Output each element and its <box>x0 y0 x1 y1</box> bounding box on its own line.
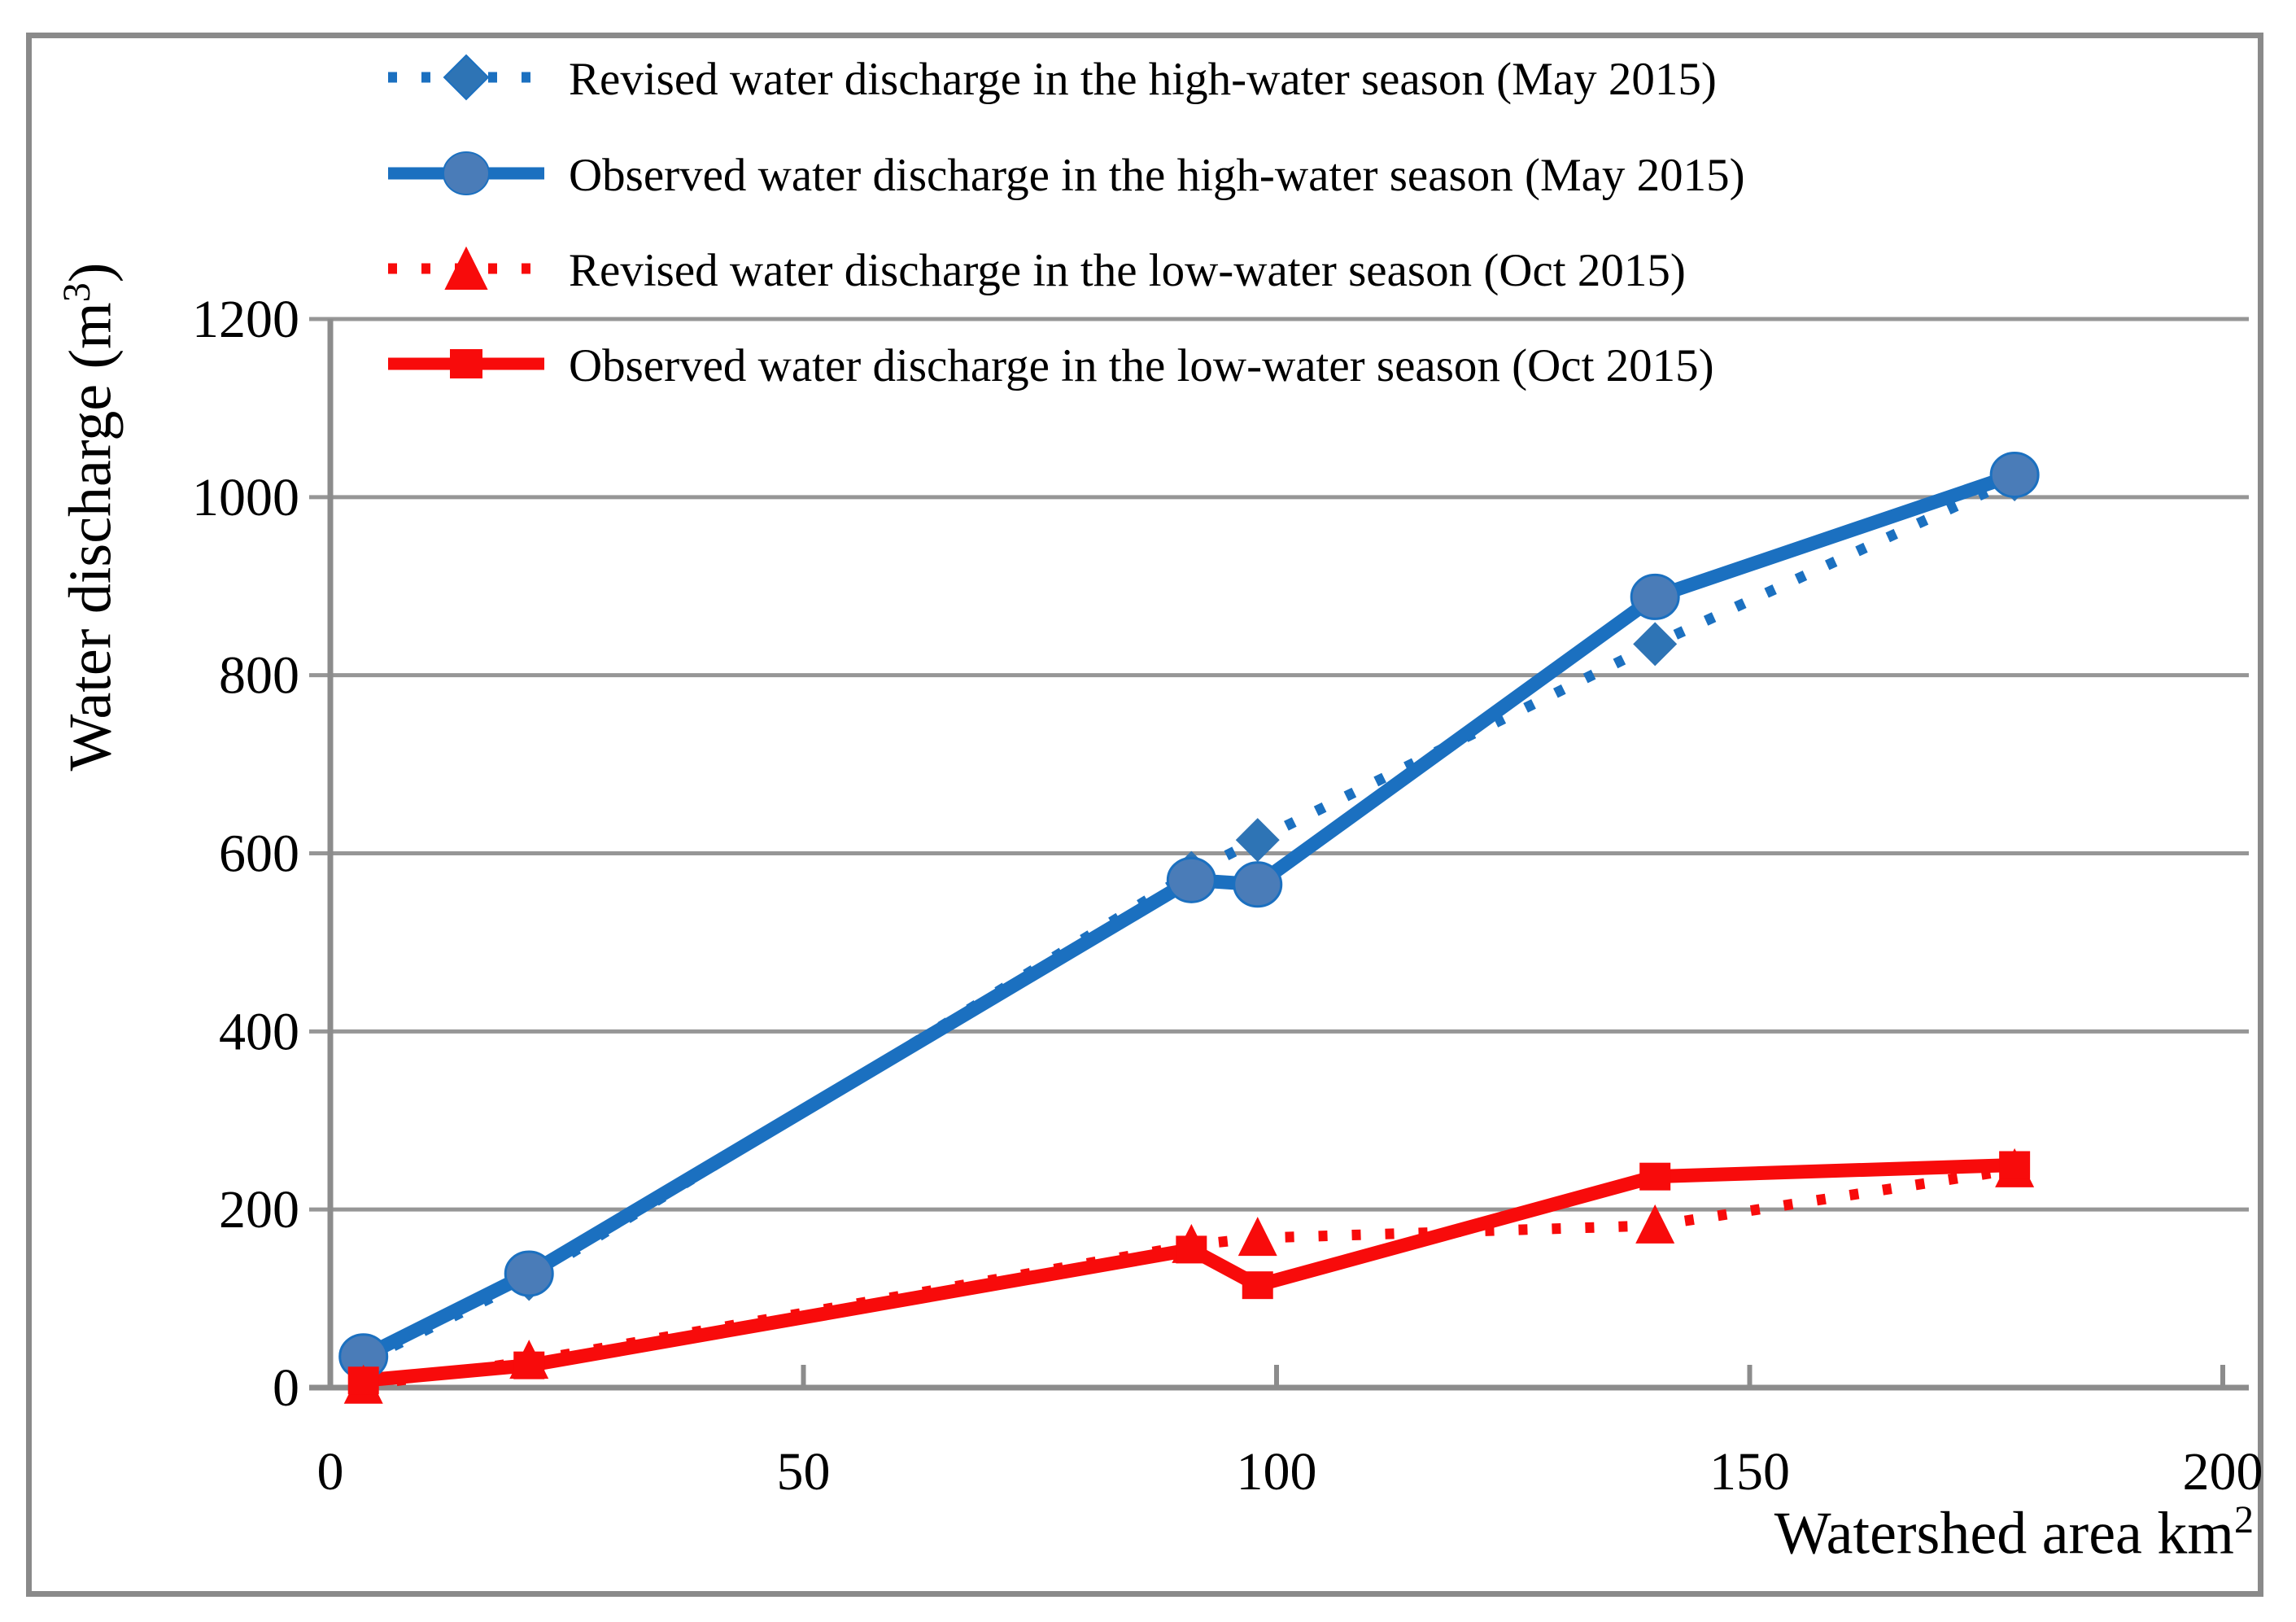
legend-row-revised-high-water: Revised water discharge in the high-wate… <box>385 45 1717 110</box>
data-point-marker-oct_observed <box>1639 1162 1671 1191</box>
y-tick-label: 1200 <box>192 290 299 349</box>
data-point-marker-may_revised <box>1235 818 1280 863</box>
legend-label: Revised water discharge in the high-wate… <box>569 53 1717 105</box>
y-tick-label: 600 <box>219 824 299 884</box>
y-tick-label: 200 <box>219 1180 299 1239</box>
x-axis-title-superscript: 2 <box>2233 1498 2254 1541</box>
y-axis-title: Water discharge (m3) <box>55 262 124 772</box>
data-point-marker-may_observed <box>1630 573 1680 620</box>
x-tick-label: 50 <box>777 1442 831 1502</box>
series-line-may_observed <box>356 467 2022 1364</box>
x-tick-label: 150 <box>1709 1442 1790 1502</box>
legend-label: Observed water discharge in the high-wat… <box>569 149 1745 201</box>
data-point-marker-may_observed <box>504 1250 554 1297</box>
solid-circle-legend-marker-icon <box>388 151 544 195</box>
x-tick-label: 0 <box>317 1442 344 1502</box>
y-tick-label: 400 <box>219 1002 299 1061</box>
y-tick-label: 800 <box>219 646 299 706</box>
data-point-marker-oct_observed <box>1242 1271 1273 1300</box>
y-axis-title-superscript: 3 <box>55 282 98 303</box>
data-point-marker-may_observed <box>1989 451 2040 498</box>
legend-row-observed-low-water: Observed water discharge in the low-wate… <box>385 331 1714 396</box>
x-axis-title: Watershed area km2 <box>1774 1498 2254 1567</box>
x-tick-label: 200 <box>2183 1442 2263 1502</box>
dotted-triangle-legend-marker-icon <box>388 246 544 290</box>
legend-row-revised-low-water: Revised water discharge in the low-water… <box>385 236 1686 301</box>
data-point-marker-may_observed <box>1166 856 1216 903</box>
y-tick-label: 1000 <box>192 468 299 527</box>
legend-row-observed-high-water: Observed water discharge in the high-wat… <box>385 141 1745 206</box>
y-tick-label: 0 <box>273 1358 299 1418</box>
data-point-marker-oct_observed <box>513 1351 545 1379</box>
solid-square-legend-marker-icon <box>388 349 544 378</box>
data-point-marker-oct_observed <box>1176 1235 1207 1264</box>
data-point-marker-oct_revised <box>1635 1204 1675 1244</box>
series-line-oct_observed <box>356 1157 2022 1388</box>
data-point-marker-oct_observed <box>347 1366 379 1395</box>
figure-border <box>26 33 2263 1597</box>
x-tick-label: 100 <box>1237 1442 1317 1502</box>
data-point-marker-may_revised <box>1633 622 1678 667</box>
data-point-marker-oct_revised <box>1237 1217 1277 1257</box>
data-point-marker-may_observed <box>1233 861 1283 908</box>
legend-label: Revised water discharge in the low-water… <box>569 244 1686 296</box>
dotted-diamond-legend-marker-icon <box>388 54 544 101</box>
data-point-marker-oct_observed <box>1999 1151 2031 1179</box>
legend-label: Observed water discharge in the low-wate… <box>569 339 1714 391</box>
